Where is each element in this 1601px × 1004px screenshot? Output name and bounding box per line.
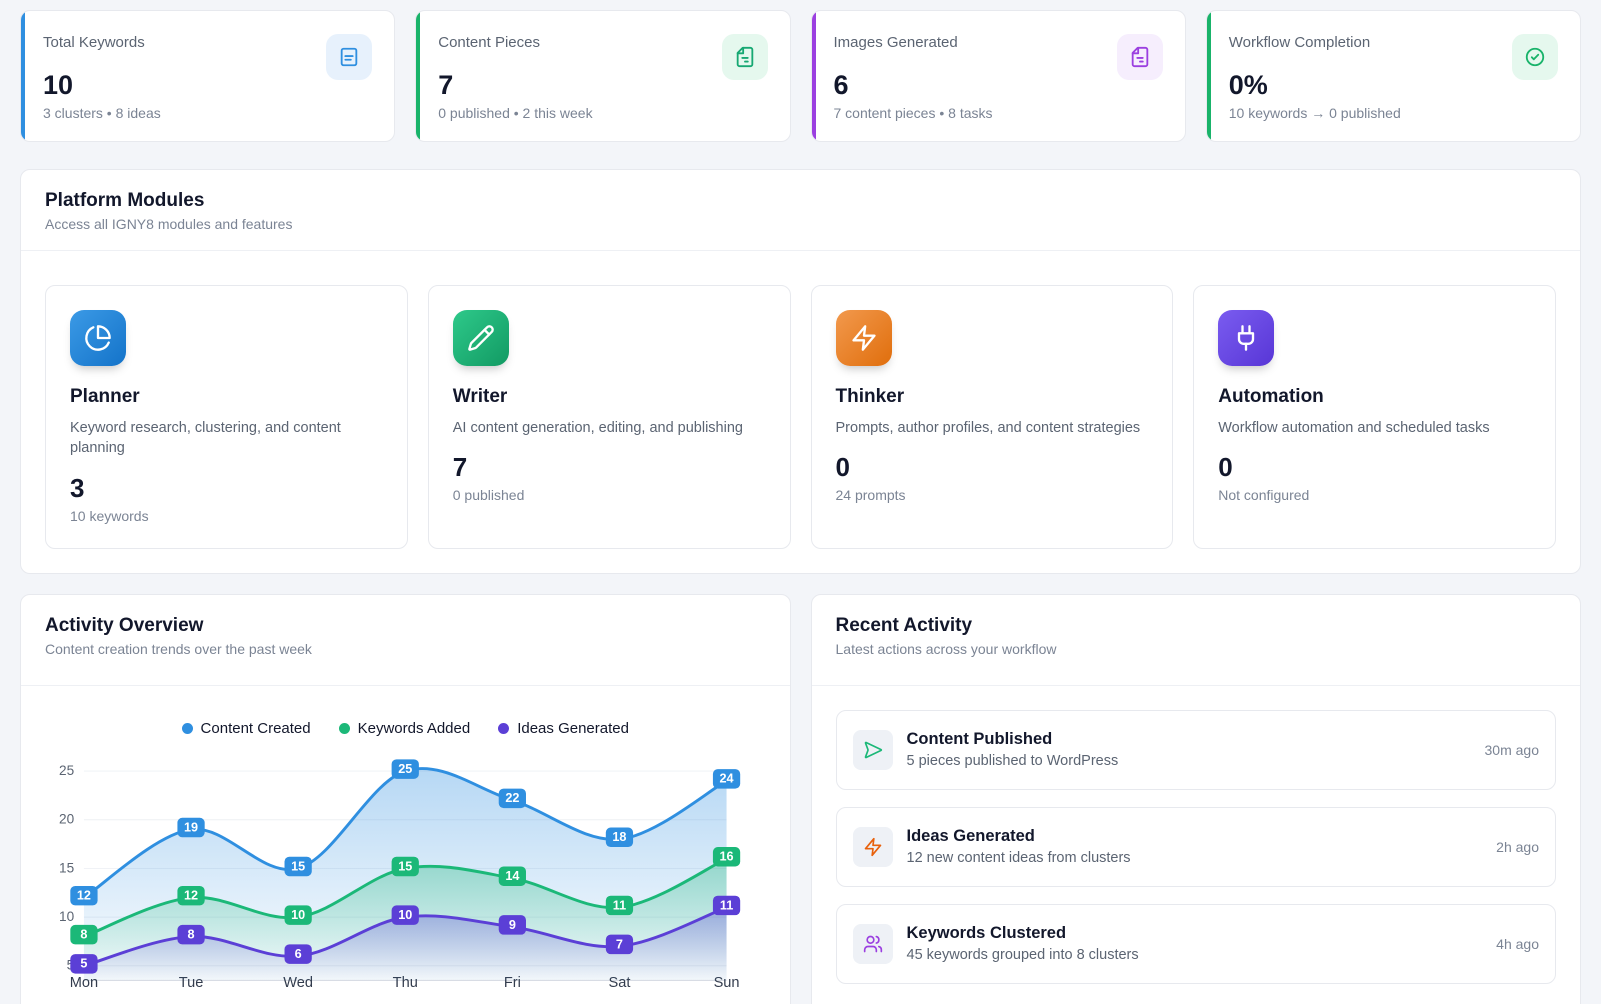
svg-text:24: 24 <box>720 771 734 785</box>
svg-text:15: 15 <box>291 859 305 873</box>
svg-text:8: 8 <box>188 927 195 941</box>
svg-text:18: 18 <box>612 830 626 844</box>
svg-text:11: 11 <box>613 898 626 912</box>
svg-text:15: 15 <box>398 859 412 873</box>
svg-text:22: 22 <box>505 791 519 805</box>
svg-text:12: 12 <box>77 888 91 902</box>
svg-text:10: 10 <box>398 908 412 922</box>
svg-text:16: 16 <box>720 849 734 863</box>
svg-text:19: 19 <box>184 820 198 834</box>
svg-text:14: 14 <box>505 869 519 883</box>
svg-text:25: 25 <box>59 763 74 778</box>
svg-text:5: 5 <box>80 956 87 970</box>
svg-text:7: 7 <box>616 937 623 951</box>
svg-text:15: 15 <box>59 860 74 875</box>
svg-text:6: 6 <box>295 947 302 961</box>
svg-text:10: 10 <box>59 909 75 924</box>
svg-text:11: 11 <box>720 898 733 912</box>
svg-text:20: 20 <box>59 811 75 826</box>
svg-text:10: 10 <box>291 908 305 922</box>
svg-text:9: 9 <box>509 917 516 931</box>
svg-text:12: 12 <box>184 888 198 902</box>
svg-text:8: 8 <box>80 927 87 941</box>
svg-text:25: 25 <box>398 762 412 776</box>
